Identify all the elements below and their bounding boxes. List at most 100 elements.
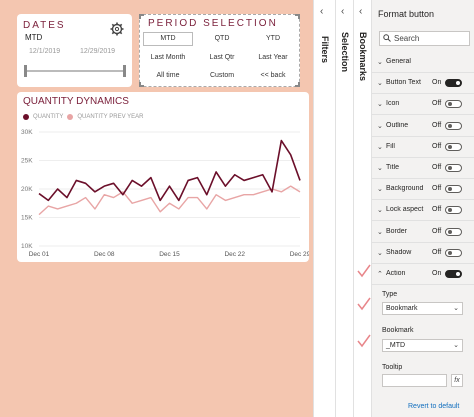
format-section-icon[interactable]: ⌄ Icon Off	[372, 94, 474, 116]
type-dropdown-value: Bookmark	[386, 305, 418, 312]
last-month-button[interactable]: Last Month	[150, 54, 186, 61]
dates-selected-value[interactable]: MTD	[25, 33, 43, 42]
chevron-down-icon[interactable]: ⌄	[377, 165, 383, 172]
y-tick-label: 30K	[21, 129, 33, 136]
format-section-shadow[interactable]: ⌄ Shadow Off	[372, 243, 474, 264]
dates-slicer[interactable]: DATES MTD 12/1/2019 12/29/2019	[17, 14, 132, 87]
format-section-general[interactable]: ⌄ General	[372, 52, 474, 73]
format-section-button-text[interactable]: ⌄ Button Text On	[372, 73, 474, 95]
last-qtr-button[interactable]: Last Qtr	[209, 54, 235, 61]
bookmarks-pane-label[interactable]: Bookmarks	[358, 32, 368, 82]
checkmark-annotation-icon	[357, 334, 371, 348]
type-dropdown[interactable]: Bookmark ⌄	[382, 302, 463, 315]
toggle-switch[interactable]	[445, 206, 462, 215]
tooltip-input[interactable]	[382, 374, 447, 387]
format-section-outline[interactable]: ⌄ Outline Off	[372, 116, 474, 137]
bookmark-label: Bookmark	[382, 327, 414, 334]
toggle-switch[interactable]	[445, 227, 462, 236]
toggle-state-label: Off	[432, 206, 442, 214]
chevron-down-icon[interactable]: ⌄	[377, 59, 383, 66]
toggle-switch[interactable]	[445, 185, 462, 194]
toggle-switch[interactable]	[445, 79, 462, 88]
toggle-switch[interactable]	[445, 270, 462, 278]
x-tick-label: Dec 01	[29, 251, 50, 258]
chevron-down-icon[interactable]: ⌄	[377, 122, 383, 130]
legend-swatch-prev-year	[67, 114, 74, 120]
selection-corner[interactable]	[139, 14, 144, 19]
format-section-label: Lock aspect	[386, 206, 424, 214]
date-slider-track[interactable]	[25, 70, 125, 72]
format-section-label: Title	[386, 164, 399, 171]
selection-pane-label[interactable]: Selection	[340, 32, 350, 73]
selection-corner[interactable]	[295, 82, 300, 87]
start-date-field[interactable]: 12/1/2019	[29, 48, 61, 55]
legend-swatch-quantity	[23, 114, 29, 120]
toggle-switch[interactable]	[445, 248, 462, 257]
series-line-prev-year[interactable]	[38, 185, 301, 216]
gear-icon[interactable]	[110, 22, 124, 36]
revert-to-default-link[interactable]: Revert to default	[408, 403, 460, 410]
fx-button[interactable]: fx	[451, 374, 463, 387]
chevron-down-icon[interactable]: ⌄	[377, 207, 383, 215]
period-selection-title: PERIOD SELECTION	[148, 18, 278, 29]
filters-pane-collapsed[interactable]: ‹ Filters	[313, 0, 335, 417]
legend-label-quantity[interactable]: QUANTITY	[33, 114, 64, 120]
chevron-down-icon[interactable]: ⌄	[377, 186, 383, 194]
format-section-border[interactable]: ⌄ Border Off	[372, 222, 474, 243]
bookmark-dropdown-value: _MTD	[386, 342, 406, 349]
mtd-button[interactable]: MTD	[143, 32, 193, 46]
selection-corner[interactable]	[295, 14, 300, 19]
format-section-background[interactable]: ⌄ Background Off	[372, 179, 474, 201]
y-tick-label: 25K	[21, 158, 33, 165]
y-tick-label: 20K	[21, 186, 33, 193]
x-tick-label: Dec 22	[224, 251, 245, 258]
series-line-quantity[interactable]	[38, 139, 301, 202]
bookmark-dropdown[interactable]: _MTD ⌄	[382, 339, 463, 352]
ytd-button[interactable]: YTD	[266, 35, 280, 42]
chevron-down-icon[interactable]: ⌄	[377, 143, 383, 151]
date-slider-start-handle[interactable]	[24, 65, 27, 77]
toggle-switch[interactable]	[445, 164, 462, 172]
back-button[interactable]: << back	[260, 72, 286, 79]
all-time-button[interactable]: All time	[156, 72, 180, 79]
toggle-switch[interactable]	[445, 121, 462, 130]
chevron-left-icon[interactable]: ‹	[320, 6, 324, 17]
format-section-label: Fill	[386, 142, 395, 150]
selection-corner[interactable]	[139, 82, 144, 87]
date-slider-end-handle[interactable]	[123, 65, 126, 77]
custom-button[interactable]: Custom	[209, 72, 235, 79]
chevron-left-icon[interactable]: ‹	[359, 6, 363, 17]
format-section-label: Shadow	[386, 248, 412, 256]
y-tick-label: 15K	[21, 215, 33, 222]
toggle-state-label: Off	[432, 100, 442, 108]
filters-pane-label[interactable]: Filters	[320, 36, 330, 64]
search-input[interactable]: Search	[379, 31, 470, 46]
format-section-lock-aspect[interactable]: ⌄ Lock aspect Off	[372, 200, 474, 222]
chevron-down-icon[interactable]: ⌄	[377, 228, 383, 236]
last-year-button[interactable]: Last Year	[258, 54, 288, 61]
checkmark-annotation-icon	[357, 297, 371, 311]
end-date-field[interactable]: 12/29/2019	[80, 48, 116, 55]
bookmarks-pane-collapsed[interactable]: ‹ Bookmarks	[353, 0, 371, 417]
toggle-switch[interactable]	[445, 142, 462, 151]
selection-pane-collapsed[interactable]: ‹ Selection	[335, 0, 353, 417]
format-section-label: Icon	[386, 100, 400, 108]
toggle-state-label: Off	[432, 227, 442, 235]
chevron-up-icon[interactable]: ⌃	[377, 271, 383, 278]
format-section-title[interactable]: ⌄ Title Off	[372, 158, 474, 179]
qtd-button[interactable]: QTD	[214, 35, 230, 42]
chevron-down-icon[interactable]: ⌄	[377, 101, 383, 109]
chevron-left-icon[interactable]: ‹	[341, 6, 345, 17]
chevron-down-icon[interactable]: ⌄	[377, 80, 383, 88]
chevron-down-icon[interactable]: ⌄	[377, 249, 383, 257]
quantity-dynamics-chart[interactable]: QUANTITY DYNAMICS QUANTITY QUANTITY PREV…	[17, 92, 309, 262]
toggle-switch[interactable]	[445, 100, 462, 109]
search-placeholder: Search	[394, 34, 420, 43]
toggle-state-label: Off	[432, 164, 442, 171]
format-section-label: Button Text	[386, 79, 421, 87]
format-section-fill[interactable]: ⌄ Fill Off	[372, 137, 474, 158]
toggle-state-label: On	[432, 270, 442, 277]
format-section-action[interactable]: ⌃ Action On	[372, 264, 474, 285]
chevron-down-icon: ⌄	[453, 305, 459, 312]
legend-label-prev-year[interactable]: QUANTITY PREV YEAR	[77, 114, 144, 120]
